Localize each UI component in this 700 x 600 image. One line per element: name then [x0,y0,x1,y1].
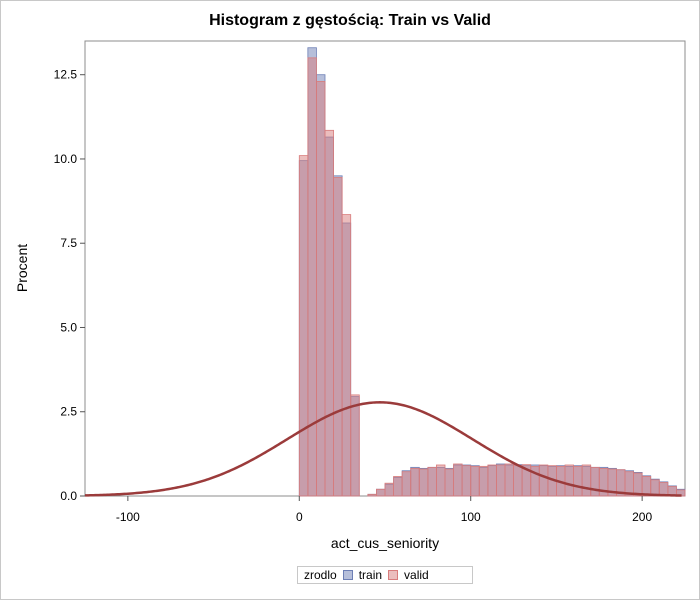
bar-valid-85 [444,468,454,497]
bar-valid-65 [410,467,420,497]
y-tick-label-5: 5.0 [60,320,77,334]
bar-valid-5 [307,57,317,497]
legend-entry-valid: valid [388,568,429,582]
bar-valid-40 [367,493,377,497]
bar-valid-15 [324,129,334,497]
bar-valid-105 [478,465,489,497]
bar-valid-25 [341,214,352,497]
legend-label-train: train [358,568,383,582]
y-tick-label-10: 10.0 [54,152,78,166]
x-axis-label: act_cus_seniority [331,535,439,551]
legend-label-valid: valid [404,568,429,582]
x-tick-label-100: 100 [461,510,481,524]
bar-valid-170 [590,466,600,497]
y-tick-label-2.5: 2.5 [60,405,77,419]
bar-valid-80 [436,464,446,497]
x-tick-label--100: -100 [116,510,140,524]
bar-valid-195 [633,472,643,497]
bar-valid-140 [538,464,549,497]
bar-valid-70 [418,468,429,497]
bar-valid-200 [641,476,652,497]
bar-valid-90 [453,463,463,497]
bar-valid-115 [496,464,506,497]
bar-valid-75 [427,466,437,497]
bar-valid-165 [581,464,592,497]
legend-swatch-valid [388,570,399,580]
bar-valid-125 [513,465,523,497]
legend-title: zrodlo [304,568,337,582]
legend-entry-train: train [342,568,383,582]
bar-valid-0 [298,155,309,497]
bar-valid-110 [487,464,497,497]
bar-valid-10 [316,81,326,497]
x-tick-label-0: 0 [296,510,303,524]
bar-valid-155 [564,464,574,497]
bar-valid-95 [461,465,472,497]
bar-valid-100 [470,465,480,497]
bar-valid-160 [573,465,583,497]
plot-area-border [84,40,686,497]
bar-valid-20 [333,177,343,497]
bar-valid-50 [384,482,394,497]
plot-layer: 0.0 2.5 5.0 7.5 10.0 12.5 -100 0 100 200 [54,40,686,524]
chart-title: Histogram z gęstością: Train vs Valid [209,12,491,29]
y-axis-label: Procent [14,244,30,292]
x-tick-label-200: 200 [632,510,652,524]
y-tick-label-0: 0.0 [60,489,77,503]
density-curve [84,401,682,497]
bar-valid-120 [504,463,514,497]
y-tick-label-12.5: 12.5 [54,68,78,82]
legend: zrodlo train valid [297,566,473,584]
y-tick-label-7.5: 7.5 [60,236,77,250]
bar-valid-60 [401,471,412,497]
legend-swatch-train [342,570,353,580]
bar-valid-30 [350,394,360,497]
bar-valid-55 [393,476,403,497]
bar-valid-45 [376,488,386,497]
